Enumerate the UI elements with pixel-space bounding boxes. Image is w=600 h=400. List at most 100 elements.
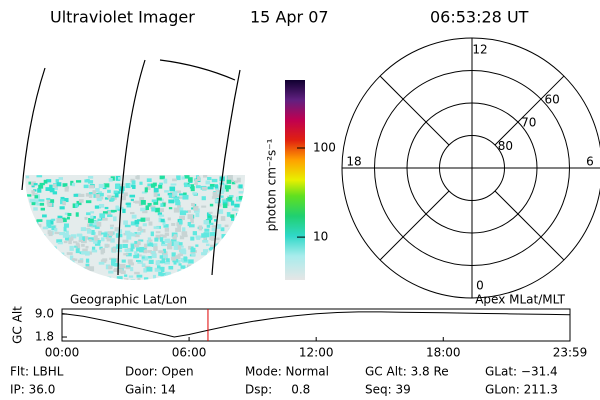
speckle-dot xyxy=(25,252,32,255)
speckle-dot xyxy=(177,196,183,199)
speckle-dot xyxy=(240,233,244,237)
speckle-dot xyxy=(138,201,143,206)
speckle-dot xyxy=(62,183,68,187)
speckle-dot xyxy=(110,176,115,181)
speckle-dot xyxy=(214,199,220,203)
speckle-dot xyxy=(57,215,63,219)
speckle-dot xyxy=(173,196,180,199)
speckle-dot xyxy=(130,279,135,280)
speckle-dot xyxy=(97,218,102,221)
speckle-dot xyxy=(72,269,77,275)
speckle-dot xyxy=(224,185,231,190)
speckle-dot xyxy=(125,265,131,270)
speckle-dot xyxy=(71,258,76,261)
speckle-dot xyxy=(67,212,72,217)
speckle-dot xyxy=(237,277,243,280)
diagonal-line xyxy=(379,75,450,146)
speckle-dot xyxy=(233,275,237,279)
speckle-dot xyxy=(187,214,194,220)
speckle-dot xyxy=(231,216,235,221)
speckle-dot xyxy=(171,193,176,198)
speckle-dot xyxy=(65,262,72,267)
speckle-dot xyxy=(224,241,230,246)
speckle-dot xyxy=(138,226,142,230)
speckle-dot xyxy=(228,195,234,198)
speckle-dot xyxy=(49,187,55,193)
speckle-dot xyxy=(77,259,84,263)
speckle-dot xyxy=(54,231,60,235)
speckle-dot xyxy=(204,233,209,238)
speckle-dot xyxy=(30,279,35,280)
speckle-dot xyxy=(106,238,111,242)
speckle-dot xyxy=(228,271,233,275)
speckle-dot xyxy=(229,179,234,183)
speckle-dot xyxy=(122,208,126,214)
speckle-dot xyxy=(168,265,174,270)
speckle-dot xyxy=(80,278,85,280)
speckle-dot xyxy=(178,263,182,266)
speckle-dot xyxy=(171,239,177,242)
speckle-dot xyxy=(92,190,97,195)
speckle-dot xyxy=(173,207,180,213)
speckle-dot xyxy=(214,219,218,222)
speckle-dot xyxy=(206,272,212,277)
speckle-dot xyxy=(171,277,175,280)
speckle-dot xyxy=(232,276,239,280)
speckle-dot xyxy=(209,232,216,237)
speckle-dot xyxy=(226,245,233,250)
speckle-dot xyxy=(86,179,90,182)
y-label: GC Alt xyxy=(11,306,25,344)
speckle-dot xyxy=(124,230,131,236)
speckle-dot xyxy=(214,243,219,248)
speckle-dot xyxy=(31,263,35,268)
speckle-dot xyxy=(209,183,215,188)
speckle-dot xyxy=(211,178,218,183)
speckle-dot xyxy=(100,250,104,255)
speckle-dot xyxy=(172,258,179,263)
speckle-dot xyxy=(204,228,210,232)
date: 15 Apr 07 xyxy=(250,8,329,27)
speckle-dot xyxy=(73,241,78,244)
speckle-dot xyxy=(25,239,31,244)
speckle-dot xyxy=(143,268,148,273)
speckle-dot xyxy=(134,240,141,245)
speckle-dot xyxy=(54,275,60,280)
speckle-dot xyxy=(236,249,243,253)
speckle-dot xyxy=(160,268,165,273)
speckle-dot xyxy=(185,267,190,271)
speckle-dot xyxy=(80,267,86,272)
speckle-dot xyxy=(222,199,227,203)
speckle-dot xyxy=(204,270,211,275)
speckle-dot xyxy=(76,233,83,237)
speckle-dot xyxy=(108,279,114,280)
mlt-label: 18 xyxy=(346,155,361,169)
speckle-dot xyxy=(237,262,244,267)
speckle-dot xyxy=(85,245,89,249)
speckle-dot xyxy=(113,269,118,272)
speckle-dot xyxy=(202,240,208,243)
speckle-dot xyxy=(230,200,235,206)
speckle-dot xyxy=(85,251,90,256)
speckle-dot xyxy=(146,178,152,183)
meridian xyxy=(117,59,146,276)
speckle-dot xyxy=(129,194,136,198)
x-tick-label: 00:00 xyxy=(45,346,80,360)
speckle-dot xyxy=(163,274,168,278)
speckle-dot xyxy=(25,238,31,243)
speckle-dot xyxy=(124,224,131,228)
speckle-dot xyxy=(27,246,32,251)
speckle-dot xyxy=(41,236,45,240)
speckle-dot xyxy=(203,175,208,178)
speckle-dot xyxy=(225,189,229,192)
speckle-dot xyxy=(210,244,215,248)
speckle-dot xyxy=(63,226,67,232)
speckle-dot xyxy=(60,263,67,268)
speckle-dot xyxy=(221,198,228,201)
speckle-dot xyxy=(27,279,33,280)
speckle-dot xyxy=(39,251,44,255)
speckle-dot xyxy=(167,243,172,248)
speckle-dot xyxy=(62,201,66,206)
speckle-dot xyxy=(227,259,233,265)
x-tick-label: 18:00 xyxy=(426,346,461,360)
